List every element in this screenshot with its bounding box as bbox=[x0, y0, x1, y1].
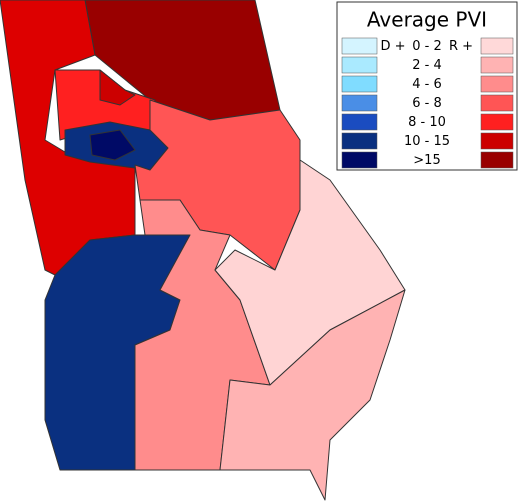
legend-right-label: R + bbox=[449, 39, 473, 54]
legend-title: Average PVI bbox=[367, 8, 487, 32]
legend-swatch bbox=[480, 94, 514, 112]
legend-swatch bbox=[480, 113, 514, 131]
legend-range: 10 - 15 bbox=[404, 134, 450, 149]
legend-range: 4 - 6 bbox=[412, 77, 442, 92]
legend-swatch bbox=[341, 132, 378, 150]
legend-range: >15 bbox=[413, 153, 440, 168]
legend-swatch bbox=[341, 37, 378, 55]
legend-range: 0 - 2 bbox=[412, 39, 442, 54]
legend-left-label: D + bbox=[380, 39, 405, 54]
legend-swatch bbox=[480, 75, 514, 93]
districts bbox=[0, 0, 406, 501]
legend: Average PVI D + R + 0 - 2 2 - 4 4 - 6 6 - 8 8 … bbox=[336, 1, 518, 171]
district bbox=[214, 159, 406, 386]
legend-swatch bbox=[341, 151, 378, 169]
legend-swatch bbox=[480, 132, 514, 150]
legend-range: 6 - 8 bbox=[412, 96, 442, 111]
legend-swatch bbox=[480, 151, 514, 169]
district bbox=[219, 289, 406, 501]
legend-swatch bbox=[341, 113, 378, 131]
district bbox=[89, 129, 136, 161]
legend-swatch bbox=[341, 75, 378, 93]
district bbox=[99, 69, 136, 106]
legend-range: 2 - 4 bbox=[412, 58, 442, 73]
legend-range: 8 - 10 bbox=[408, 115, 446, 130]
legend-swatch bbox=[480, 56, 514, 74]
legend-swatch bbox=[480, 37, 514, 55]
legend-swatch bbox=[341, 56, 378, 74]
legend-swatch bbox=[341, 94, 378, 112]
